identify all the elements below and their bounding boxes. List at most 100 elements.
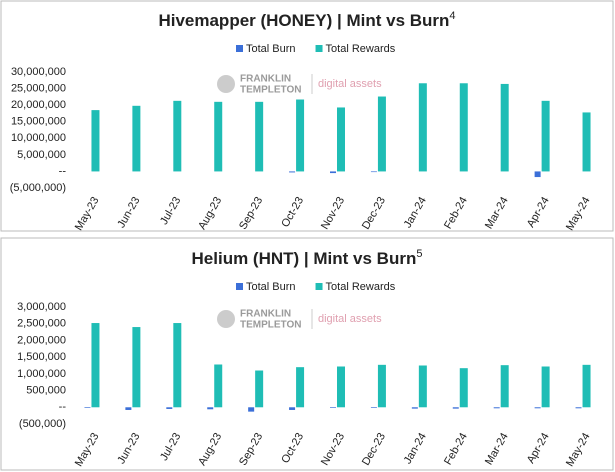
- y-tick-label: 500,000: [26, 384, 66, 396]
- bar: [534, 407, 541, 409]
- x-tick-label: Nov-23: [319, 431, 347, 468]
- watermark-brand: FRANKLIN: [240, 309, 291, 320]
- y-tick-label: 3,000,000: [17, 301, 66, 313]
- y-tick-label: 10,000,000: [11, 132, 66, 144]
- chart-title: Hivemapper (HONEY) | Mint vs Burn4: [158, 10, 455, 31]
- x-tick-label: Jun-23: [115, 431, 142, 466]
- legend-label: Total Rewards: [326, 281, 396, 293]
- legend-label: Total Burn: [246, 43, 296, 55]
- x-tick-label: Jul-23: [158, 195, 183, 227]
- bar: [459, 368, 468, 408]
- bar: [575, 407, 582, 409]
- bar: [91, 323, 100, 408]
- x-tick-label: May-24: [564, 431, 593, 469]
- bar: [296, 367, 305, 408]
- x-tick-label: Apr-24: [525, 431, 552, 466]
- y-tick-label: 5,000,000: [17, 149, 66, 161]
- x-tick-label: Jul-23: [158, 431, 183, 463]
- title-note: 4: [449, 10, 455, 22]
- x-tick-label: Aug-23: [196, 431, 224, 468]
- y-tick-label: --: [59, 401, 67, 413]
- bar: [418, 83, 427, 172]
- bar: [330, 407, 336, 408]
- bar: [337, 107, 345, 172]
- legend-swatch: [236, 45, 243, 52]
- x-tick-label: Mar-24: [483, 195, 511, 231]
- x-tick-label: Dec-23: [360, 431, 388, 468]
- bar: [541, 366, 550, 408]
- bar: [296, 99, 305, 172]
- y-tick-label: 1,000,000: [17, 368, 66, 380]
- bar: [582, 112, 591, 172]
- y-tick-label: 2,500,000: [17, 318, 66, 330]
- watermark-icon: [217, 310, 235, 328]
- watermark-brand: TEMPLETON: [240, 85, 301, 96]
- y-tick-label: 20,000,000: [11, 99, 66, 111]
- bar: [582, 364, 591, 408]
- x-tick-label: Jun-23: [115, 195, 142, 230]
- title-text: Helium (HNT) | Mint vs Burn: [192, 249, 417, 268]
- bar: [132, 327, 141, 408]
- bar: [377, 364, 386, 408]
- bar: [214, 364, 223, 408]
- bar: [411, 407, 418, 409]
- panel-frame: [0, 237, 614, 471]
- bar: [207, 407, 214, 410]
- x-tick-label: Oct-23: [279, 195, 306, 230]
- chart-title: Helium (HNT) | Mint vs Burn5: [192, 248, 423, 269]
- x-tick-label: Aug-23: [196, 195, 224, 232]
- bar: [289, 171, 296, 173]
- watermark-brand: TEMPLETON: [240, 320, 301, 331]
- x-tick-label: Jan-24: [402, 195, 429, 230]
- x-tick-label: May-23: [73, 431, 102, 469]
- x-tick-label: Feb-24: [442, 431, 470, 467]
- chart: Helium (HNT) | Mint vs Burn5 Total Burn To…: [17, 248, 593, 469]
- title-note: 5: [416, 248, 422, 260]
- bar: [418, 365, 427, 408]
- bar: [534, 171, 541, 178]
- bar: [541, 100, 550, 172]
- bar: [377, 96, 386, 172]
- watermark-sub: digital assets: [318, 78, 382, 90]
- y-tick-label: 15,000,000: [11, 116, 66, 128]
- chart: Hivemapper (HONEY) | Mint vs Burn4 Total …: [10, 10, 593, 233]
- bar: [500, 83, 509, 172]
- x-tick-label: Apr-24: [525, 195, 552, 230]
- bar: [166, 407, 173, 409]
- x-tick-label: Jan-24: [402, 431, 429, 466]
- x-tick-label: Sep-23: [237, 431, 265, 468]
- bar: [459, 83, 468, 172]
- x-tick-label: May-23: [73, 195, 102, 233]
- x-tick-label: Nov-23: [319, 195, 347, 232]
- x-tick-label: May-24: [564, 195, 593, 233]
- x-tick-label: Sep-23: [237, 195, 265, 232]
- watermark-icon: [217, 75, 235, 93]
- bar: [125, 407, 132, 410]
- y-tick-label: --: [59, 165, 67, 177]
- x-tick-label: Dec-23: [360, 195, 388, 232]
- watermark-brand: FRANKLIN: [240, 74, 291, 85]
- y-tick-label: (5,000,000): [10, 182, 66, 194]
- bar: [255, 370, 264, 408]
- bar: [255, 101, 264, 172]
- bar: [500, 365, 509, 408]
- x-tick-label: Mar-24: [483, 431, 511, 467]
- bar: [337, 366, 345, 408]
- bar: [370, 407, 377, 408]
- legend-swatch: [236, 283, 243, 290]
- x-tick-label: Feb-24: [442, 195, 470, 231]
- bar: [452, 407, 459, 409]
- bar: [289, 407, 296, 410]
- legend-label: Total Rewards: [326, 43, 396, 55]
- bar: [173, 100, 182, 172]
- panel-frame: [0, 0, 614, 232]
- legend-swatch: [315, 283, 323, 290]
- bar: [91, 110, 100, 172]
- bar: [370, 171, 377, 173]
- watermark-sub: digital assets: [318, 313, 382, 325]
- y-tick-label: (500,000): [19, 418, 66, 430]
- y-tick-label: 25,000,000: [11, 82, 66, 94]
- bar: [330, 171, 336, 174]
- bar: [132, 105, 141, 172]
